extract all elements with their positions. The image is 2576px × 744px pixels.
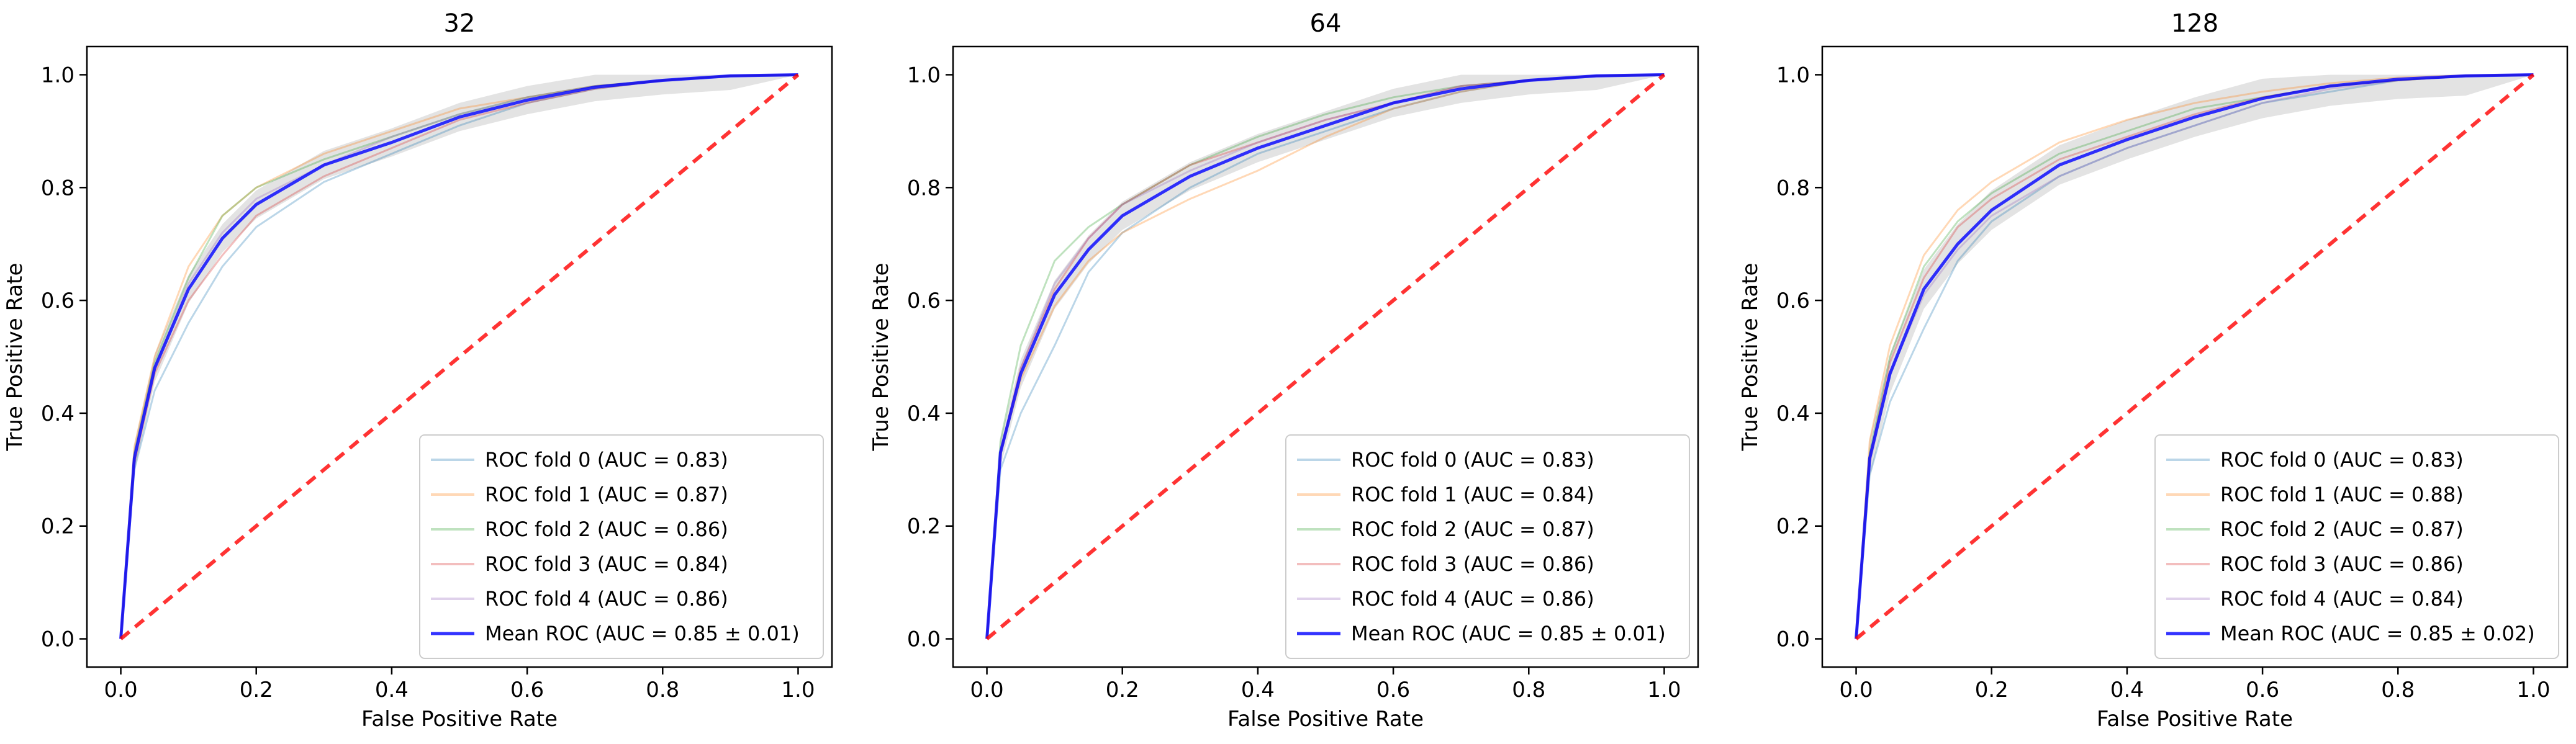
y-tick-label: 0.2 bbox=[41, 514, 75, 539]
legend-label: ROC fold 0 (AUC = 0.83) bbox=[485, 448, 728, 472]
legend-label: Mean ROC (AUC = 0.85 ± 0.02) bbox=[2220, 622, 2535, 645]
chart-title: 32 bbox=[444, 9, 476, 38]
legend-label: Mean ROC (AUC = 0.85 ± 0.01) bbox=[485, 622, 800, 645]
legend-label: ROC fold 3 (AUC = 0.84) bbox=[485, 552, 728, 576]
y-tick-label: 0.0 bbox=[1776, 627, 1810, 652]
legend-label: ROC fold 2 (AUC = 0.87) bbox=[1351, 518, 1594, 541]
mean-roc-line bbox=[119, 73, 798, 639]
x-tick-label: 0.6 bbox=[2246, 678, 2279, 702]
y-tick-label: 0.4 bbox=[41, 401, 75, 426]
x-tick-label: 1.0 bbox=[781, 678, 815, 702]
y-tick-label: 0.6 bbox=[907, 289, 941, 313]
x-tick-label: 0.0 bbox=[970, 678, 1004, 702]
y-axis-label: True Positive Rate bbox=[1738, 263, 1763, 452]
y-tick-label: 0.8 bbox=[1776, 176, 1810, 200]
chance-line bbox=[119, 73, 800, 640]
y-tick-label: 0.2 bbox=[907, 514, 941, 539]
x-tick-label: 0.2 bbox=[1975, 678, 2009, 702]
legend-label: ROC fold 4 (AUC = 0.84) bbox=[2220, 587, 2464, 611]
legend-label: ROC fold 1 (AUC = 0.84) bbox=[1351, 483, 1594, 506]
y-tick-label: 0.6 bbox=[1776, 289, 1810, 313]
x-tick-label: 1.0 bbox=[2516, 678, 2550, 702]
plot-area bbox=[1815, 45, 2569, 675]
axes-frame bbox=[1821, 45, 2569, 668]
legend-label: ROC fold 1 (AUC = 0.87) bbox=[485, 483, 728, 506]
y-axis-label: True Positive Rate bbox=[869, 263, 893, 452]
x-tick-label: 0.4 bbox=[375, 678, 409, 702]
plot-area bbox=[79, 45, 833, 675]
legend-label: ROC fold 2 (AUC = 0.87) bbox=[2220, 518, 2464, 541]
legend-label: ROC fold 0 (AUC = 0.83) bbox=[2220, 448, 2464, 472]
legend-label: ROC fold 4 (AUC = 0.86) bbox=[1351, 587, 1594, 611]
x-axis-label: False Positive Rate bbox=[1227, 707, 1424, 732]
plot-area bbox=[946, 45, 1699, 675]
x-tick-label: 0.6 bbox=[1376, 678, 1410, 702]
panel-64: 64 False Positive Rate True Positive Rat… bbox=[869, 9, 1699, 732]
legend-label: ROC fold 0 (AUC = 0.83) bbox=[1351, 448, 1594, 472]
axes-frame bbox=[86, 45, 833, 668]
legend-label: ROC fold 3 (AUC = 0.86) bbox=[2220, 552, 2464, 576]
legend-box bbox=[419, 434, 824, 659]
curves bbox=[1855, 73, 2535, 640]
y-tick-label: 0.4 bbox=[907, 401, 941, 426]
legend-label: ROC fold 3 (AUC = 0.86) bbox=[1351, 552, 1594, 576]
y-axis-label: True Positive Rate bbox=[2, 263, 27, 452]
y-tick-label: 1.0 bbox=[1776, 63, 1810, 87]
x-axis-label: False Positive Rate bbox=[2097, 707, 2293, 732]
mean-roc-line bbox=[1855, 73, 2534, 639]
curves bbox=[119, 73, 800, 640]
roc-fold-line bbox=[1855, 73, 2534, 639]
legend-label: ROC fold 2 (AUC = 0.86) bbox=[485, 518, 728, 541]
y-tick-label: 1.0 bbox=[907, 63, 941, 87]
y-tick-label: 1.0 bbox=[41, 63, 75, 87]
x-tick-label: 0.8 bbox=[2381, 678, 2415, 702]
y-tick-label: 0.2 bbox=[1776, 514, 1810, 539]
x-tick-label: 1.0 bbox=[1647, 678, 1681, 702]
x-tick-label: 0.4 bbox=[1241, 678, 1275, 702]
mean-roc-line bbox=[985, 73, 1665, 639]
x-tick-label: 0.0 bbox=[104, 678, 138, 702]
y-tick-label: 0.8 bbox=[41, 176, 75, 200]
chart-title: 64 bbox=[1310, 9, 1342, 38]
x-tick-label: 0.2 bbox=[240, 678, 273, 702]
y-tick-label: 0.0 bbox=[41, 627, 75, 652]
legend-label: ROC fold 4 (AUC = 0.86) bbox=[485, 587, 728, 611]
chance-line bbox=[1855, 73, 2535, 640]
x-tick-label: 0.2 bbox=[1106, 678, 1139, 702]
y-tick-label: 0.6 bbox=[41, 289, 75, 313]
x-tick-label: 0.8 bbox=[1512, 678, 1545, 702]
x-tick-label: 0.8 bbox=[646, 678, 679, 702]
legend-label: ROC fold 1 (AUC = 0.88) bbox=[2220, 483, 2464, 506]
panel-128: 128 False Positive Rate True Positive Ra… bbox=[1738, 9, 2569, 732]
legend-label: Mean ROC (AUC = 0.85 ± 0.01) bbox=[1351, 622, 1666, 645]
y-tick-label: 0.8 bbox=[907, 176, 941, 200]
roc-fold-line bbox=[1855, 73, 2534, 639]
x-tick-label: 0.0 bbox=[1840, 678, 1873, 702]
curves bbox=[985, 73, 1666, 640]
panel-32: 32 False Positive Rate True Positive Rat… bbox=[2, 9, 833, 732]
x-axis-label: False Positive Rate bbox=[361, 707, 558, 732]
chart-title: 128 bbox=[2171, 9, 2218, 38]
legend-box bbox=[1285, 434, 1690, 659]
y-tick-label: 0.4 bbox=[1776, 401, 1810, 426]
x-tick-label: 0.6 bbox=[510, 678, 544, 702]
x-tick-label: 0.4 bbox=[2110, 678, 2144, 702]
chance-line bbox=[985, 73, 1666, 640]
legend-box bbox=[2154, 434, 2559, 659]
y-tick-label: 0.0 bbox=[907, 627, 941, 652]
axes-frame bbox=[952, 45, 1699, 668]
